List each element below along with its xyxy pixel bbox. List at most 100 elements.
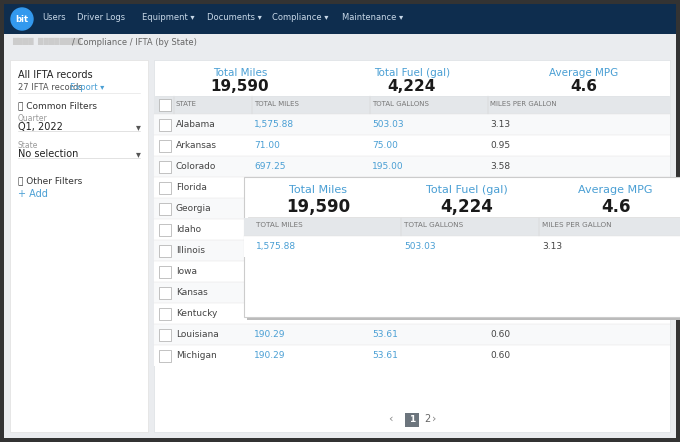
Text: Average MPG: Average MPG [549,68,619,78]
Text: 1,575.88: 1,575.88 [254,120,294,129]
Text: Average MPG: Average MPG [579,185,653,195]
Text: ‹: ‹ [388,414,392,424]
Bar [154,303,670,324]
Bar [244,236,680,257]
Bar [154,177,670,198]
Text: / Compliance / IFTA (by State): / Compliance / IFTA (by State) [72,38,197,47]
Text: Alabama: Alabama [176,120,216,129]
Text: Compliance ▾: Compliance ▾ [272,13,328,22]
Text: Kansas: Kansas [176,288,208,297]
Text: Kentucky: Kentucky [176,309,218,318]
Circle shape [11,8,33,30]
Text: –: – [490,288,494,297]
Text: –: – [490,309,494,318]
Bar [159,119,171,131]
Bar [244,218,680,236]
Text: 85.01: 85.01 [372,267,398,276]
Bar [244,177,680,317]
Text: 53.61: 53.61 [372,351,398,360]
Text: 4.6: 4.6 [601,198,630,216]
Bar [159,266,171,278]
Text: MILES PER GALLON: MILES PER GALLON [490,101,557,107]
Bar [159,140,171,152]
Text: Quarter: Quarter [18,114,48,123]
Text: 190.29: 190.29 [254,351,286,360]
Text: Louisiana: Louisiana [176,330,219,339]
Text: 19,590: 19,590 [211,79,269,94]
Text: 503.03: 503.03 [372,120,404,129]
Text: 2: 2 [424,414,430,424]
Text: ›: › [432,414,436,424]
Text: 0.60: 0.60 [490,330,510,339]
Text: –: – [372,309,377,318]
Bar [154,261,670,282]
Text: Florida: Florida [176,183,207,192]
Text: TOTAL GALLONS: TOTAL GALLONS [372,101,429,107]
Text: MILES PER GALLON: MILES PER GALLON [542,222,611,228]
Text: 71.00: 71.00 [254,141,280,150]
Text: 313.88: 313.88 [254,267,286,276]
Bar [154,198,670,219]
Bar [4,4,676,34]
Bar [159,203,171,215]
Text: Equipment ▾: Equipment ▾ [142,13,194,22]
Text: Illinois: Illinois [176,246,205,255]
Bar [154,135,670,156]
Bar [10,60,148,432]
Text: 182.87: 182.87 [254,288,286,297]
Text: 697.25: 697.25 [254,162,286,171]
Bar [159,350,171,362]
Bar [154,345,670,366]
Bar [159,161,171,173]
Text: All IFTA records: All IFTA records [18,70,92,80]
Text: 75.00: 75.00 [372,141,398,150]
Text: TOTAL GALLONS: TOTAL GALLONS [404,222,463,228]
Bar [154,282,670,303]
Text: 195.00: 195.00 [372,162,404,171]
Text: Driver Logs: Driver Logs [77,13,125,22]
Text: Idaho: Idaho [176,225,201,234]
Bar [159,287,171,299]
Text: 19,590: 19,590 [286,198,350,216]
Text: Total Fuel (gal): Total Fuel (gal) [374,68,450,78]
Text: 3.13: 3.13 [490,120,510,129]
Bar [154,324,670,345]
Bar [159,182,171,194]
Text: 503.03: 503.03 [404,242,436,251]
Text: TOTAL MILES: TOTAL MILES [256,222,303,228]
Bar [154,219,670,240]
Text: bit: bit [16,15,29,23]
Bar [154,60,670,432]
Text: STATE: STATE [176,101,197,107]
Bar [159,224,171,236]
Bar [159,245,171,257]
Text: Maintenance ▾: Maintenance ▾ [342,13,403,22]
Bar [159,99,171,111]
Text: 4.6: 4.6 [571,79,598,94]
Text: 4,224: 4,224 [441,198,494,216]
Text: 1: 1 [409,415,415,424]
Text: 4,224: 4,224 [388,79,436,94]
Text: Total Miles: Total Miles [213,68,267,78]
Text: Colorado: Colorado [176,162,216,171]
Bar [159,308,171,320]
Text: 190.29: 190.29 [254,330,286,339]
Text: Georgia: Georgia [176,204,211,213]
Bar [154,96,670,114]
Text: Iowa: Iowa [176,267,197,276]
Text: Michigan: Michigan [176,351,217,360]
Bar [247,180,680,320]
Text: –: – [372,288,377,297]
Text: 1,575.88: 1,575.88 [256,242,296,251]
Text: State: State [18,141,38,150]
Text: Q1, 2022: Q1, 2022 [18,122,63,132]
Text: Users: Users [42,13,66,22]
Text: 558.63: 558.63 [254,309,286,318]
Text: No selection: No selection [18,149,78,159]
Text: Export ▾: Export ▾ [70,83,104,92]
Text: 27 IFTA records: 27 IFTA records [18,83,83,92]
Text: Total Miles: Total Miles [289,185,347,195]
Text: 3.13: 3.13 [542,242,562,251]
Bar [159,329,171,341]
Bar [4,34,676,54]
